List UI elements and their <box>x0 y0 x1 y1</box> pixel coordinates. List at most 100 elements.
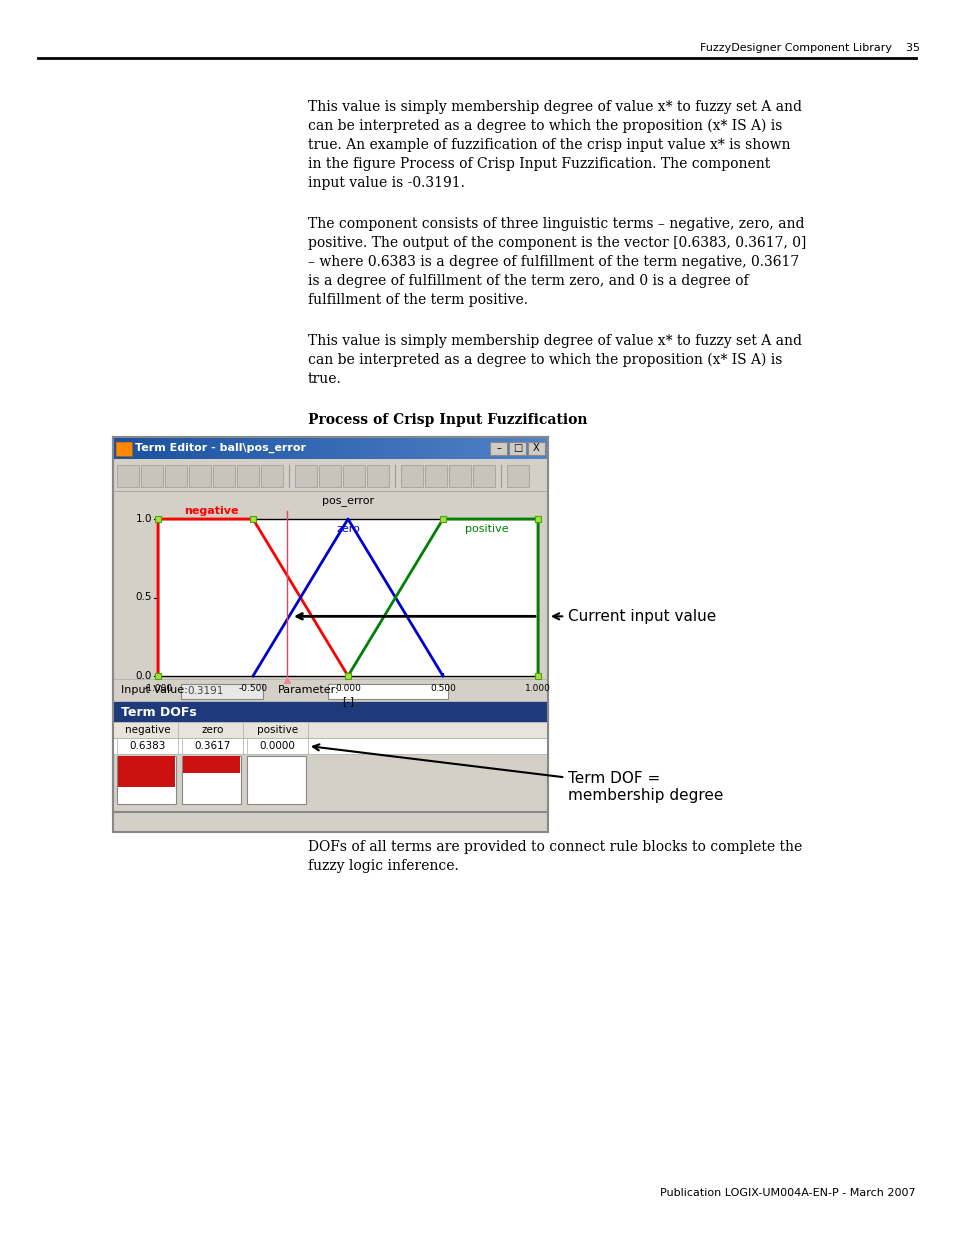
Bar <box>520 437 521 459</box>
Bar <box>428 437 429 459</box>
Text: 0.5: 0.5 <box>135 593 152 603</box>
Bar <box>182 437 183 459</box>
Bar <box>153 437 154 459</box>
Text: 0.3191: 0.3191 <box>187 687 223 697</box>
Bar <box>126 437 127 459</box>
Bar <box>304 437 305 459</box>
Text: 0.3617: 0.3617 <box>194 741 231 751</box>
Bar <box>328 684 448 699</box>
Bar <box>147 437 148 459</box>
Bar <box>424 437 426 459</box>
Bar <box>343 437 344 459</box>
Bar <box>345 437 346 459</box>
Bar <box>112 437 113 459</box>
Bar <box>116 442 132 456</box>
Bar <box>395 437 396 459</box>
Bar <box>159 437 160 459</box>
Bar <box>438 437 439 459</box>
Bar <box>413 437 414 459</box>
Bar <box>299 437 301 459</box>
Bar <box>224 437 225 459</box>
Bar <box>149 437 150 459</box>
Bar <box>509 442 525 454</box>
Bar <box>439 437 440 459</box>
Bar <box>546 437 547 459</box>
Bar <box>222 437 223 459</box>
Bar <box>374 437 375 459</box>
Bar <box>495 437 496 459</box>
Bar <box>414 437 415 459</box>
Bar <box>388 437 389 459</box>
Bar <box>365 437 366 459</box>
Bar <box>509 437 510 459</box>
Bar <box>476 437 477 459</box>
Bar <box>202 437 203 459</box>
Bar <box>248 437 249 459</box>
Bar <box>270 437 271 459</box>
Bar <box>241 437 242 459</box>
Bar <box>214 437 215 459</box>
Bar <box>117 466 139 487</box>
Bar <box>281 437 282 459</box>
Bar <box>440 437 441 459</box>
Bar <box>420 437 421 459</box>
Bar <box>212 437 213 459</box>
Bar <box>449 437 450 459</box>
Bar <box>416 437 417 459</box>
Bar <box>463 437 464 459</box>
Bar <box>408 437 409 459</box>
Bar <box>189 437 190 459</box>
Bar <box>161 437 162 459</box>
Bar <box>539 437 540 459</box>
Bar <box>188 437 189 459</box>
Bar <box>409 437 410 459</box>
Bar <box>282 437 283 459</box>
Bar <box>165 437 166 459</box>
Bar <box>258 437 260 459</box>
Bar <box>344 437 345 459</box>
Bar <box>357 437 358 459</box>
Text: -1.000: -1.000 <box>143 684 172 693</box>
Bar <box>367 466 389 487</box>
Bar <box>489 437 490 459</box>
Bar <box>235 437 236 459</box>
Bar <box>215 437 216 459</box>
Bar <box>135 437 136 459</box>
Bar <box>361 437 363 459</box>
Bar <box>312 437 313 459</box>
Bar <box>452 437 453 459</box>
Bar <box>194 437 195 459</box>
Bar <box>524 437 525 459</box>
Bar <box>422 437 423 459</box>
Bar <box>220 437 221 459</box>
Bar <box>335 437 336 459</box>
Text: FuzzyDesigner Component Library    35: FuzzyDesigner Component Library 35 <box>700 43 919 53</box>
Bar <box>505 437 506 459</box>
Bar <box>179 437 180 459</box>
Bar <box>206 437 207 459</box>
Text: can be interpreted as a degree to which the proposition (x* IS A) is: can be interpreted as a degree to which … <box>308 353 781 367</box>
Bar <box>236 437 237 459</box>
Bar <box>240 437 241 459</box>
Bar <box>256 437 257 459</box>
Bar <box>283 437 284 459</box>
Bar <box>225 437 226 459</box>
Bar <box>464 437 465 459</box>
Bar <box>456 437 457 459</box>
Bar <box>182 756 241 804</box>
Bar <box>451 437 452 459</box>
Bar <box>379 437 380 459</box>
Bar <box>346 437 347 459</box>
Bar <box>285 437 286 459</box>
Bar <box>322 437 323 459</box>
Bar <box>163 437 164 459</box>
Bar <box>210 437 211 459</box>
Bar <box>246 437 247 459</box>
Bar <box>133 437 135 459</box>
Bar <box>329 437 330 459</box>
Bar <box>230 437 231 459</box>
Bar <box>419 437 420 459</box>
Bar <box>294 466 316 487</box>
Bar <box>372 437 373 459</box>
Bar <box>268 437 269 459</box>
